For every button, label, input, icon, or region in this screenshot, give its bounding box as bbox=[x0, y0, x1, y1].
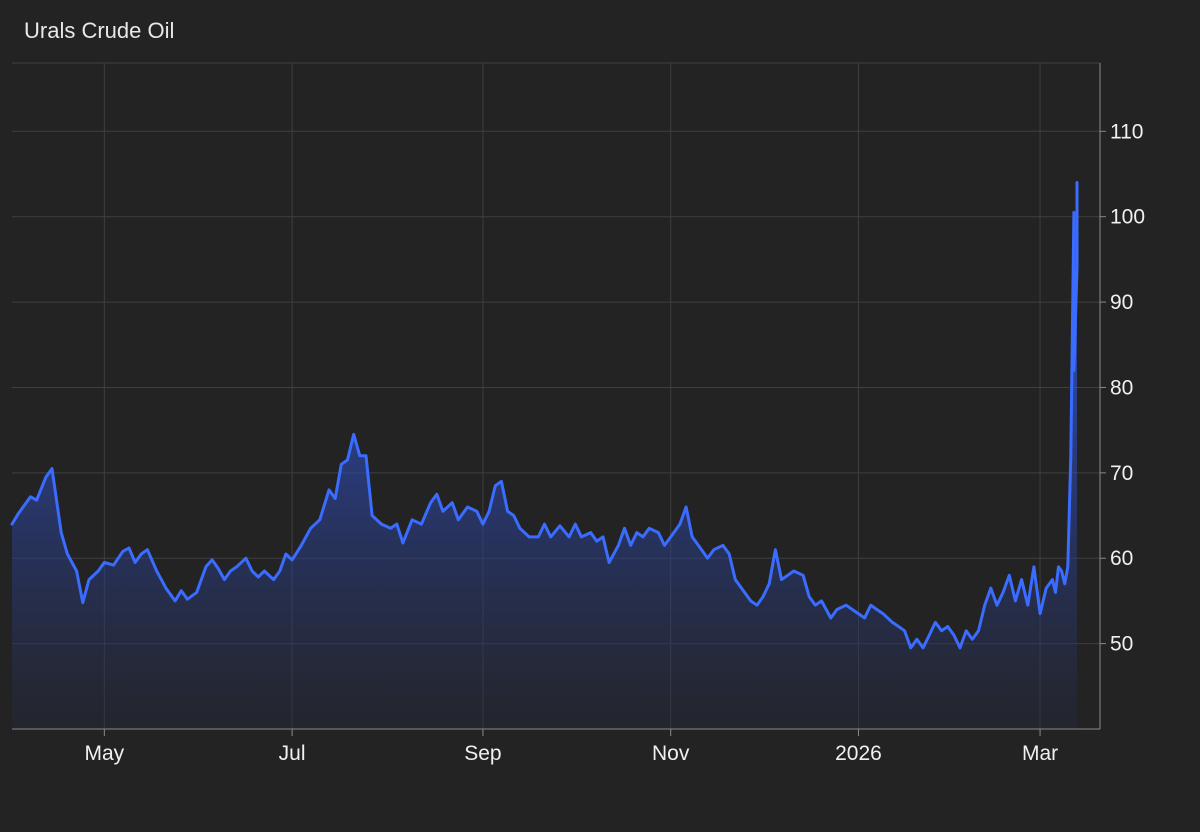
x-axis-ticks: May Jul Sep Nov 2026 Mar bbox=[84, 729, 1058, 765]
x-tick-label: Nov bbox=[652, 742, 690, 765]
chart-title: Urals Crude Oil bbox=[24, 18, 175, 43]
axes bbox=[12, 63, 1101, 730]
y-tick-label: 110 bbox=[1110, 120, 1143, 143]
y-tick-label: 100 bbox=[1110, 206, 1145, 229]
x-tick-label: Mar bbox=[1022, 742, 1058, 765]
x-tick-label: Jul bbox=[279, 742, 306, 765]
y-axis-ticks: 50 60 70 80 90 100 110 bbox=[1100, 120, 1145, 656]
y-tick-label: 70 bbox=[1110, 462, 1133, 485]
y-tick-label: 60 bbox=[1110, 547, 1133, 570]
series-line-layer bbox=[10, 181, 1079, 650]
x-tick-label: 2026 bbox=[835, 742, 882, 765]
x-tick-label: Sep bbox=[464, 742, 501, 765]
price-line bbox=[10, 181, 1079, 650]
price-area bbox=[12, 182, 1077, 729]
y-tick-label: 80 bbox=[1110, 376, 1133, 399]
y-tick-label: 50 bbox=[1110, 633, 1133, 656]
y-tick-label: 90 bbox=[1110, 291, 1133, 314]
x-tick-label: May bbox=[84, 742, 124, 765]
area-fill-layer bbox=[12, 182, 1077, 729]
